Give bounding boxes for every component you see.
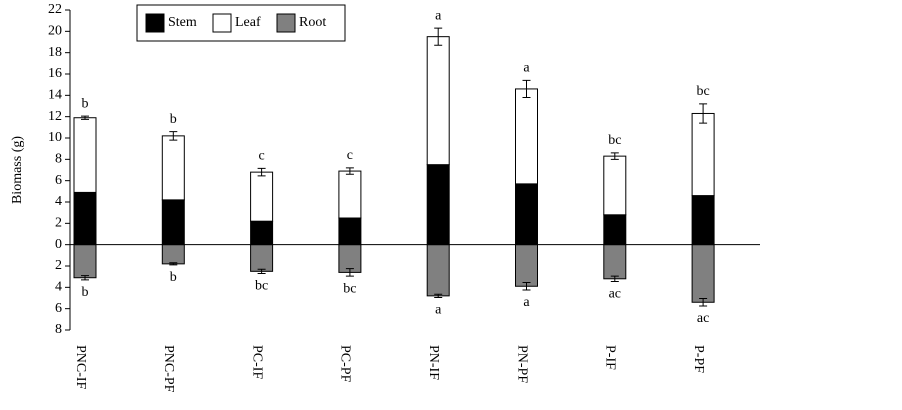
- y-tick-label: 18: [48, 45, 62, 60]
- legend-label: Root: [299, 15, 326, 30]
- y-tick-label: 20: [48, 24, 62, 39]
- bar-segment: [250, 244, 274, 272]
- bar-segment: [603, 155, 627, 216]
- error-bar: [169, 131, 178, 141]
- top-label: a: [523, 61, 530, 76]
- error-bar: [610, 275, 619, 282]
- x-tick-label: P-IF: [603, 345, 618, 370]
- bar-segment: [73, 191, 97, 246]
- bar-segment: [250, 171, 274, 222]
- y-tick-label: 2: [55, 216, 62, 231]
- legend-box: [136, 4, 346, 42]
- bar-segment: [161, 135, 185, 201]
- bar-segment: [691, 112, 715, 197]
- bottom-label: b: [170, 270, 177, 285]
- error-bar: [257, 167, 266, 177]
- bar-segment: [73, 117, 97, 193]
- top-label: b: [82, 96, 89, 111]
- bar-segment: [603, 244, 627, 280]
- x-tick-label: PC-PF: [338, 345, 353, 383]
- y-tick-label: 8: [55, 322, 62, 337]
- bar-segment: [338, 217, 362, 246]
- y-tick-label: 6: [55, 301, 62, 316]
- bar-segment: [250, 220, 274, 246]
- legend-swatch: [145, 13, 165, 33]
- bar-segment: [426, 164, 450, 246]
- bottom-label: a: [523, 295, 530, 310]
- y-tick-label: 4: [55, 280, 62, 295]
- legend-swatch: [212, 13, 232, 33]
- error-bar: [81, 275, 89, 281]
- y-tick-label: 4: [55, 194, 62, 209]
- bar-segment: [426, 36, 450, 166]
- x-tick-label: PN-PF: [514, 345, 529, 383]
- bar-segment: [515, 244, 538, 287]
- top-label: b: [170, 112, 177, 127]
- bottom-label: b: [82, 285, 89, 300]
- error-bar: [434, 27, 443, 46]
- top-label: c: [258, 149, 264, 164]
- y-tick-label: 2: [55, 258, 62, 273]
- y-tick-label: 12: [48, 109, 62, 124]
- bar-segment: [515, 88, 538, 185]
- x-tick-label: PC-IF: [249, 345, 264, 379]
- y-tick-label: 6: [55, 173, 62, 188]
- bottom-label: bc: [343, 281, 356, 296]
- top-label: a: [435, 8, 442, 23]
- error-bar: [257, 268, 266, 274]
- bar-segment: [161, 199, 185, 246]
- y-tick-label: 22: [48, 2, 62, 17]
- x-tick-label: P-PF: [691, 345, 706, 373]
- bar-segment: [691, 195, 715, 246]
- bar-segment: [161, 244, 185, 265]
- error-bar: [699, 103, 708, 124]
- error-bar: [345, 167, 354, 175]
- bar-segment: [73, 244, 97, 279]
- bar-segment: [515, 183, 538, 246]
- bottom-label: bc: [255, 279, 268, 294]
- error-bar: [699, 298, 708, 307]
- x-tick-label: PN-IF: [426, 345, 441, 380]
- legend-swatch: [276, 13, 296, 33]
- y-axis-label: Biomass (g): [10, 136, 25, 204]
- bar-segment: [603, 214, 627, 246]
- bar-segment: [338, 170, 362, 219]
- top-label: bc: [608, 133, 621, 148]
- x-tick-label: PNC-IF: [73, 345, 88, 390]
- x-tick-label: PNC-PF: [161, 345, 176, 393]
- bottom-label: a: [435, 303, 442, 318]
- top-label: bc: [696, 84, 709, 99]
- error-bar: [434, 293, 443, 298]
- bar-segment: [691, 244, 715, 303]
- error-bar: [169, 262, 178, 266]
- y-tick-label: 0: [55, 237, 62, 252]
- legend-label: Leaf: [235, 15, 261, 30]
- bottom-label: ac: [609, 287, 621, 302]
- y-tick-label: 8: [55, 152, 62, 167]
- bar-segment: [426, 244, 450, 297]
- y-tick-label: 14: [48, 88, 62, 103]
- bottom-label: ac: [697, 311, 709, 326]
- error-bar: [610, 152, 619, 160]
- legend-label: Stem: [168, 15, 197, 30]
- top-label: c: [347, 148, 353, 163]
- error-bar: [81, 115, 89, 120]
- y-tick-label: 16: [48, 66, 62, 81]
- error-bar: [522, 79, 531, 98]
- y-tick-label: 10: [48, 130, 62, 145]
- error-bar: [522, 282, 531, 291]
- error-bar: [345, 268, 354, 277]
